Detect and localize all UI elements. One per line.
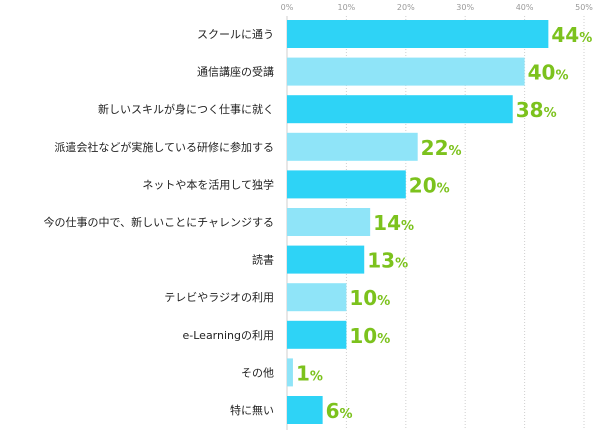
value-label: 20% [409, 173, 450, 197]
bar [287, 396, 323, 424]
bar [287, 358, 293, 387]
value-label: 10% [349, 286, 390, 310]
category-label: ネットや本を活用して独学 [142, 177, 274, 191]
category-label: 新しいスキルが身につく仕事に就く [98, 102, 274, 116]
x-tick-label: 0% [281, 3, 294, 12]
x-tick-label: 20% [397, 3, 415, 12]
bar [287, 245, 365, 274]
bar [287, 95, 513, 124]
bar [287, 208, 371, 236]
category-label: 読書 [252, 253, 274, 267]
x-tick-label: 50% [575, 3, 593, 12]
category-label: 派遣会社などが実施している研修に参加する [54, 140, 274, 154]
x-tick-label: 30% [456, 3, 474, 12]
bar [287, 132, 418, 161]
value-label: 38% [516, 98, 557, 122]
bar [287, 170, 406, 199]
x-tick-label: 40% [516, 3, 534, 12]
category-label: テレビやラジオの利用 [164, 291, 274, 304]
bar [287, 320, 347, 349]
bar [287, 283, 347, 312]
category-label: e-Learningの利用 [183, 329, 275, 342]
bar [287, 20, 549, 48]
value-label: 10% [349, 324, 390, 348]
value-label: 40% [528, 61, 569, 85]
category-label: 特に無い [230, 403, 274, 417]
value-label: 22% [421, 136, 462, 160]
x-tick-label: 10% [338, 3, 356, 12]
value-label: 44% [551, 23, 592, 47]
category-label: スクールに通う [197, 28, 274, 41]
value-label: 1% [296, 361, 323, 385]
value-label: 14% [373, 211, 414, 235]
value-label: 13% [367, 249, 408, 273]
category-label: 今の仕事の中で、新しいことにチャレンジする [44, 215, 274, 229]
value-label: 6% [326, 399, 353, 423]
category-label: 通信講座の受講 [197, 65, 274, 79]
bar [287, 57, 525, 86]
category-label: その他 [241, 366, 274, 379]
